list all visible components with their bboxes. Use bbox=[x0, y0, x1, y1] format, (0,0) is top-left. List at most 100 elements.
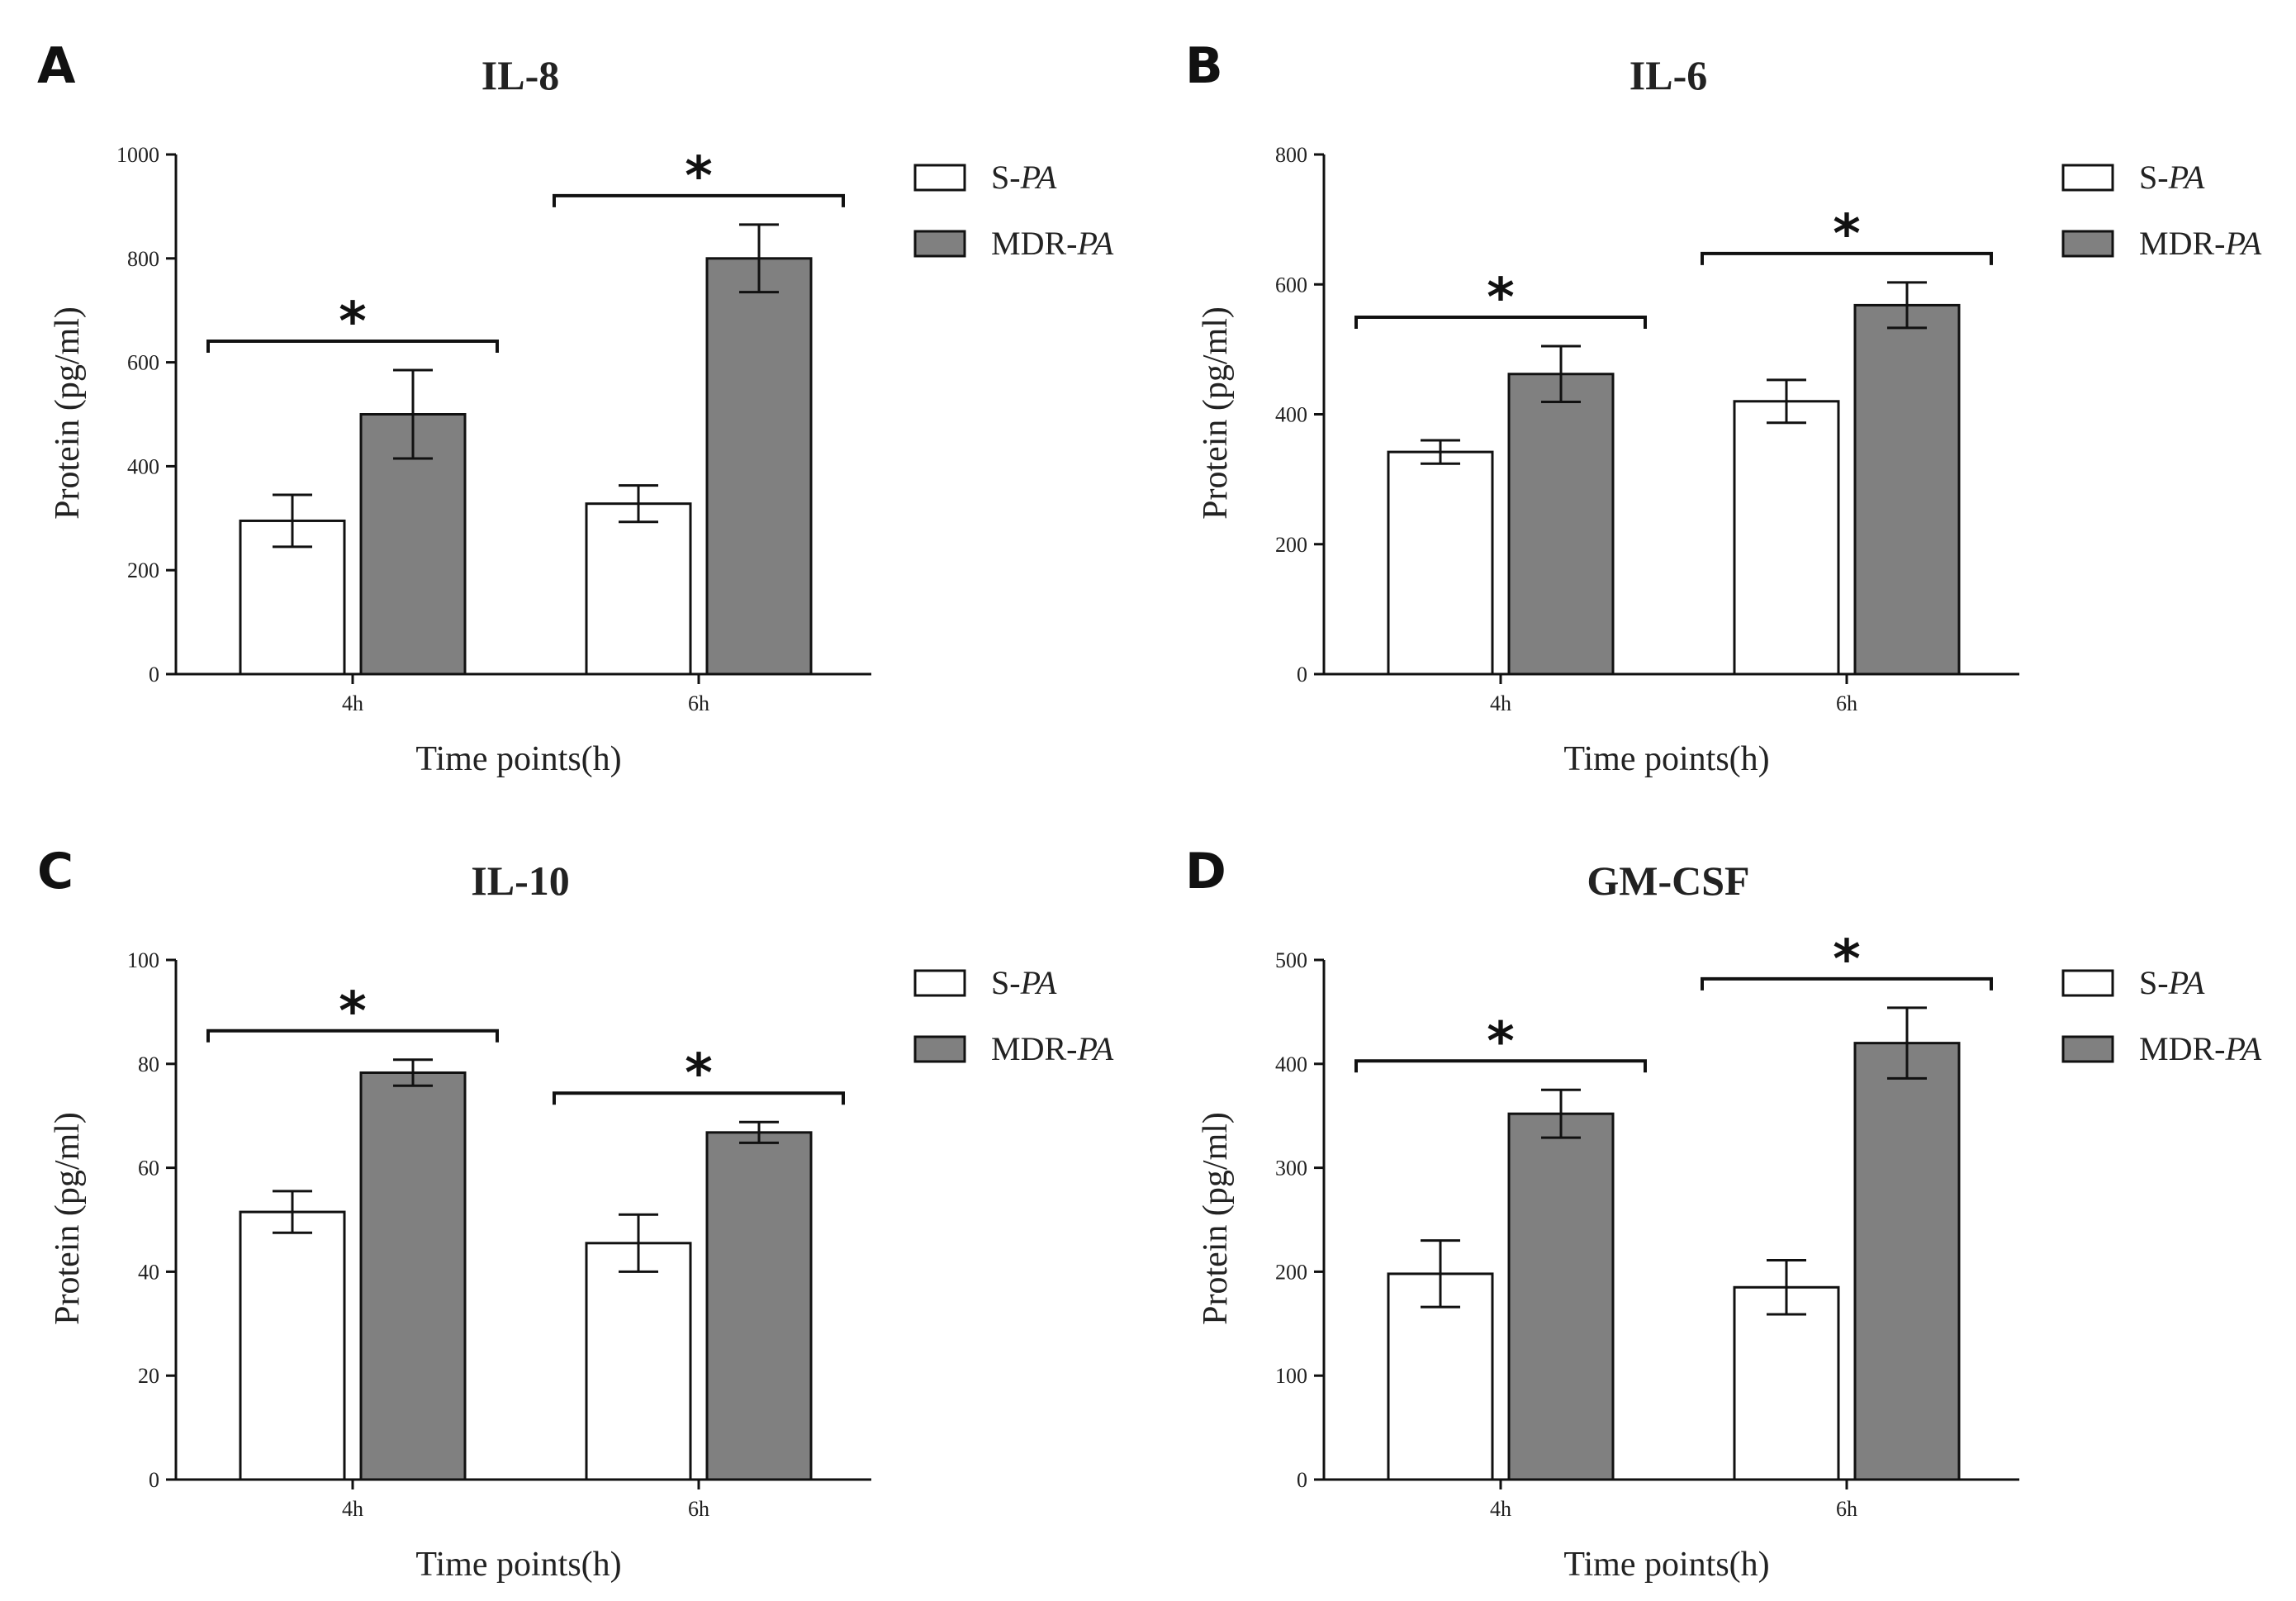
chart-title: IL-8 bbox=[481, 52, 559, 98]
legend-swatch-mdr-pa bbox=[913, 230, 966, 258]
legend-label-mdr-pa: MDR-PA bbox=[2139, 1030, 2262, 1067]
y-tick-label: 60 bbox=[138, 1157, 159, 1181]
significance-star: * bbox=[685, 1043, 712, 1105]
x-tick-label: 4h bbox=[342, 691, 363, 715]
y-tick-label: 0 bbox=[1297, 663, 1307, 686]
y-tick-label: 800 bbox=[127, 247, 159, 271]
significance-star: * bbox=[1833, 204, 1860, 265]
legend-prefix: MDR- bbox=[2139, 1030, 2225, 1067]
legend-prefix: MDR- bbox=[991, 1030, 1077, 1067]
panel-letter: C bbox=[37, 843, 74, 900]
y-tick-label: 80 bbox=[138, 1052, 159, 1076]
y-tick-label: 400 bbox=[1275, 1052, 1307, 1076]
significance-bracket bbox=[206, 340, 499, 354]
significance-bracket bbox=[553, 1091, 845, 1105]
legend-label-mdr-pa: MDR-PA bbox=[2139, 225, 2262, 262]
bar-s-pa bbox=[239, 1210, 346, 1481]
legend-prefix: MDR- bbox=[991, 225, 1077, 262]
significance-bracket bbox=[206, 1029, 499, 1043]
legend-italic: PA bbox=[2168, 159, 2205, 196]
y-tick-label: 200 bbox=[127, 558, 159, 582]
y-axis-label: Protein (pg/ml) bbox=[49, 1112, 87, 1325]
y-tick-label: 300 bbox=[1275, 1157, 1307, 1181]
panel-letter: B bbox=[1185, 37, 1223, 95]
chart-title: GM-CSF bbox=[1587, 858, 1749, 904]
y-tick-label: 100 bbox=[1275, 1364, 1307, 1388]
bar-s-pa bbox=[1733, 1285, 1840, 1481]
x-tick-label: 6h bbox=[1836, 1497, 1857, 1521]
significance-bracket bbox=[1354, 315, 1647, 329]
y-tick-label: 600 bbox=[1275, 273, 1307, 297]
x-axis-label: Time points(h) bbox=[1563, 1546, 1769, 1584]
legend-italic: PA bbox=[2168, 964, 2205, 1001]
y-tick-label: 200 bbox=[1275, 1260, 1307, 1284]
panel-letter: D bbox=[1185, 843, 1226, 900]
legend-swatch-s-pa bbox=[2061, 969, 2114, 997]
significance-bracket bbox=[1701, 251, 1993, 265]
bar-mdr-pa bbox=[1853, 303, 1961, 676]
legend-label-s-pa: S-PA bbox=[991, 964, 1057, 1001]
legend-prefix: S- bbox=[2139, 964, 2169, 1001]
y-tick-label: 100 bbox=[127, 948, 159, 972]
chart-title: IL-6 bbox=[1629, 52, 1707, 98]
legend-swatch-mdr-pa bbox=[913, 1035, 966, 1063]
legend-italic: PA bbox=[2224, 1030, 2261, 1067]
legend-prefix: S- bbox=[2139, 159, 2169, 196]
legend-prefix: S- bbox=[991, 964, 1021, 1001]
legend-swatch-mdr-pa bbox=[2061, 1035, 2114, 1063]
panel-b: B IL-6 0 200 400 600 800 4h 6h Time points(h) Prot… bbox=[1185, 37, 2262, 778]
y-tick-label: 0 bbox=[1297, 1468, 1307, 1492]
significance-star: * bbox=[1833, 929, 1860, 991]
legend-label-s-pa: S-PA bbox=[2139, 964, 2205, 1001]
panel-a: A IL-8 0 200 400 600 800 1000 4h 6h Time points(h)… bbox=[37, 37, 1114, 778]
y-tick-label: 500 bbox=[1275, 948, 1307, 972]
legend-italic: PA bbox=[1076, 1030, 1113, 1067]
legend-label-s-pa: S-PA bbox=[991, 159, 1057, 196]
significance-star: * bbox=[1487, 1011, 1514, 1072]
bar-mdr-pa bbox=[1853, 1042, 1961, 1481]
x-axis-label: Time points(h) bbox=[415, 740, 621, 778]
x-tick-label: 6h bbox=[1836, 691, 1857, 715]
panel-letter: A bbox=[37, 37, 76, 95]
x-tick-label: 6h bbox=[688, 1497, 709, 1521]
x-tick-label: 4h bbox=[1490, 1497, 1511, 1521]
y-tick-label: 0 bbox=[149, 1468, 159, 1492]
y-tick-label: 400 bbox=[1275, 403, 1307, 427]
legend-swatch-s-pa bbox=[2061, 164, 2114, 192]
y-axis-label: Protein (pg/ml) bbox=[49, 306, 87, 520]
y-tick-label: 40 bbox=[138, 1260, 159, 1284]
x-axis-label: Time points(h) bbox=[415, 1546, 621, 1584]
significance-star: * bbox=[339, 981, 366, 1043]
significance-star: * bbox=[685, 146, 712, 207]
bar-s-pa bbox=[585, 502, 692, 676]
legend-label-s-pa: S-PA bbox=[2139, 159, 2205, 196]
bar-mdr-pa bbox=[705, 257, 813, 676]
bar-s-pa bbox=[1387, 450, 1494, 676]
legend-italic: PA bbox=[1020, 964, 1057, 1001]
significance-star: * bbox=[339, 292, 366, 353]
bar-s-pa bbox=[585, 1242, 692, 1481]
y-tick-label: 800 bbox=[1275, 143, 1307, 167]
y-tick-label: 20 bbox=[138, 1364, 159, 1388]
legend-prefix: MDR- bbox=[2139, 225, 2225, 262]
y-axis-label: Protein (pg/ml) bbox=[1197, 306, 1235, 520]
legend-italic: PA bbox=[1020, 159, 1057, 196]
x-tick-label: 6h bbox=[688, 691, 709, 715]
y-tick-label: 1000 bbox=[116, 143, 159, 167]
legend-swatch-mdr-pa bbox=[2061, 230, 2114, 258]
legend-label-mdr-pa: MDR-PA bbox=[991, 1030, 1114, 1067]
legend-swatch-s-pa bbox=[913, 969, 966, 997]
significance-bracket bbox=[1354, 1059, 1647, 1073]
bar-s-pa bbox=[1733, 400, 1840, 676]
y-tick-label: 0 bbox=[149, 663, 159, 686]
x-axis-label: Time points(h) bbox=[1563, 740, 1769, 778]
legend-italic: PA bbox=[1076, 225, 1113, 262]
x-tick-label: 4h bbox=[342, 1497, 363, 1521]
significance-bracket bbox=[1701, 976, 1993, 991]
x-tick-label: 4h bbox=[1490, 691, 1511, 715]
chart-title: IL-10 bbox=[471, 858, 569, 904]
legend-prefix: S- bbox=[991, 159, 1021, 196]
y-axis-label: Protein (pg/ml) bbox=[1197, 1112, 1235, 1325]
panel-d: D GM-CSF 0 100 200 300 400 500 4h 6h Time points(h… bbox=[1185, 843, 2262, 1584]
